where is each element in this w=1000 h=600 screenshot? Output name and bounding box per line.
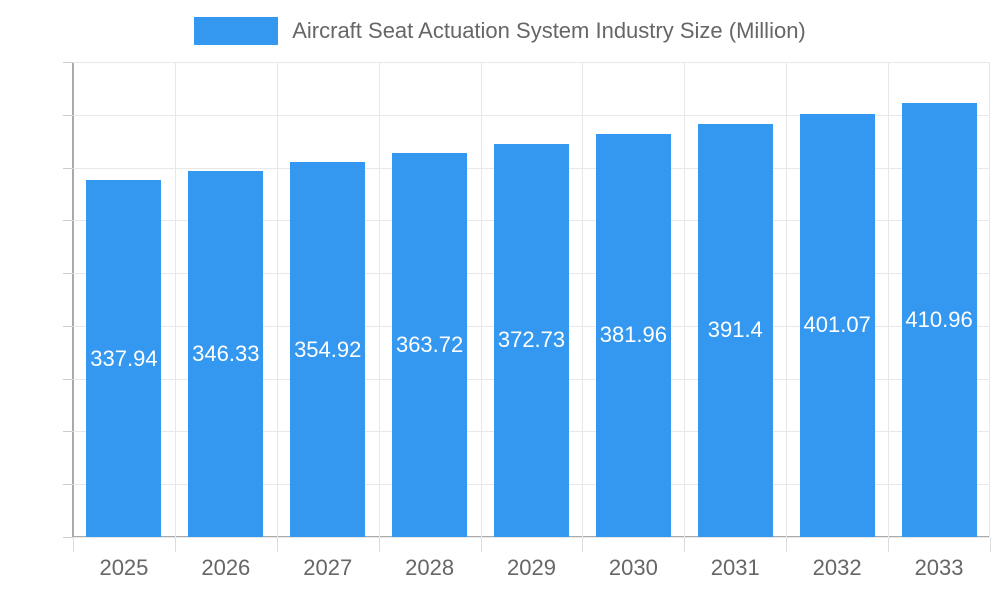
legend-label-series-1[interactable]: Aircraft Seat Actuation System Industry … [292,18,806,43]
gridline-vertical [989,62,990,537]
y-axis-tick-mark [63,62,73,63]
bar[interactable]: 381.96 [595,133,671,537]
y-axis-tick-mark [63,378,73,380]
bar-value-label: 354.92 [294,336,362,362]
x-axis-tick-mark [786,538,787,552]
gridline-vertical [684,62,685,537]
x-axis-tick-label: 2032 [812,555,862,580]
gridline-vertical [277,62,278,537]
x-axis-tick-mark [481,538,482,552]
bar-value-label: 410.96 [905,307,973,333]
x-axis-tick-label: 2026 [201,555,251,580]
legend-swatch-series-1[interactable] [194,17,279,45]
gridline-horizontal [73,62,990,63]
y-axis-tick-mark [63,431,73,433]
x-axis-tick-label: 2028 [405,555,455,580]
bar[interactable]: 363.72 [392,153,468,537]
bar[interactable]: 354.92 [290,162,366,537]
gridline-vertical [481,62,482,537]
chart-legend: Aircraft Seat Actuation System Industry … [0,14,1000,48]
y-axis-line [72,62,74,538]
x-axis-tick-label: 2031 [710,555,760,580]
bar-value-label: 363.72 [395,332,464,358]
bar-value-label: 337.94 [90,345,158,371]
x-axis-tick-label: 2027 [303,555,353,580]
y-axis-tick-mark [63,167,73,169]
y-axis-tick-mark [63,220,73,222]
gridline-vertical [379,62,380,537]
gridline-horizontal [73,537,990,538]
x-axis-tick-mark [73,538,74,552]
plot-area: 337.94 346.33 354.92 363.72 372.73 381.96 391.… [73,62,990,538]
bar-value-label: 391.4 [707,317,763,343]
bar[interactable]: 372.73 [494,143,569,537]
gridline-vertical [175,62,176,537]
gridline-horizontal [73,114,990,116]
bar-value-label: 381.96 [599,322,668,348]
x-axis-tick-mark [990,538,991,552]
x-axis-tick-label: 2030 [608,555,658,580]
y-axis-tick-mark [63,484,73,486]
x-axis-tick-mark [684,538,685,552]
gridline-vertical [786,62,787,537]
bar[interactable]: 346.33 [188,171,264,537]
gridline-vertical [888,62,889,537]
x-axis-tick-label: 2033 [914,555,964,580]
x-axis-tick-label: 2025 [99,555,149,580]
y-axis-tick-mark [63,273,73,275]
bar[interactable]: 337.94 [86,180,162,537]
y-axis-tick-mark [63,537,73,538]
x-axis-tick-mark [888,538,889,552]
y-axis-tick-mark [63,325,73,327]
y-axis-tick-mark [63,114,73,116]
x-axis-tick-mark [277,538,278,552]
x-axis-tick-mark [379,538,380,552]
bar-value-label: 372.73 [497,327,566,353]
bar[interactable]: 401.07 [799,113,875,537]
bar[interactable]: 410.96 [901,103,977,537]
bar-value-label: 401.07 [803,312,871,338]
x-axis-tick-label: 2029 [507,555,556,580]
x-axis-tick-mark [175,538,176,552]
bar-value-label: 346.33 [192,341,260,367]
bar[interactable]: 391.4 [697,123,773,537]
x-axis-tick-mark [582,538,583,552]
gridline-vertical [582,62,583,537]
